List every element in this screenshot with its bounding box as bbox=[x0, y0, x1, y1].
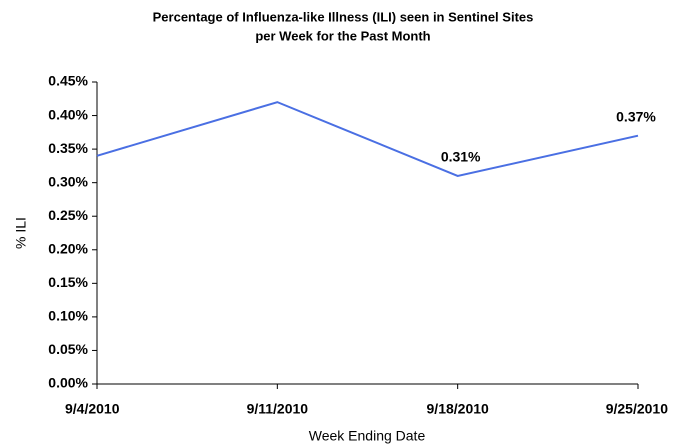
y-tick-label: 0.05% bbox=[48, 341, 88, 357]
y-tick-label: 0.40% bbox=[48, 106, 88, 122]
y-axis-label: % ILI bbox=[13, 217, 29, 249]
data-label: 0.37% bbox=[616, 108, 656, 124]
x-tick-label: 9/18/2010 bbox=[427, 401, 489, 417]
series-line bbox=[96, 101, 639, 177]
y-tick-label: 0.35% bbox=[48, 140, 88, 156]
x-tick-label: 9/11/2010 bbox=[247, 401, 309, 417]
x-axis-label: Week Ending Date bbox=[309, 428, 426, 444]
x-tick-label: 9/25/2010 bbox=[606, 401, 668, 417]
y-tick-label: 0.30% bbox=[48, 173, 88, 189]
y-tick-label: 0.25% bbox=[48, 207, 88, 223]
y-tick-label: 0.20% bbox=[48, 240, 88, 256]
y-tick-label: 0.45% bbox=[48, 73, 88, 89]
y-tick-label: 0.10% bbox=[48, 308, 88, 324]
y-tick-label: 0.00% bbox=[48, 375, 88, 391]
data-label: 0.31% bbox=[441, 149, 481, 165]
y-tick-label: 0.15% bbox=[48, 274, 88, 290]
chart-title: Percentage of Influenza-like Illness (IL… bbox=[153, 9, 534, 24]
chart-title: per Week for the Past Month bbox=[255, 28, 430, 43]
x-tick-label: 9/4/2010 bbox=[65, 401, 120, 417]
